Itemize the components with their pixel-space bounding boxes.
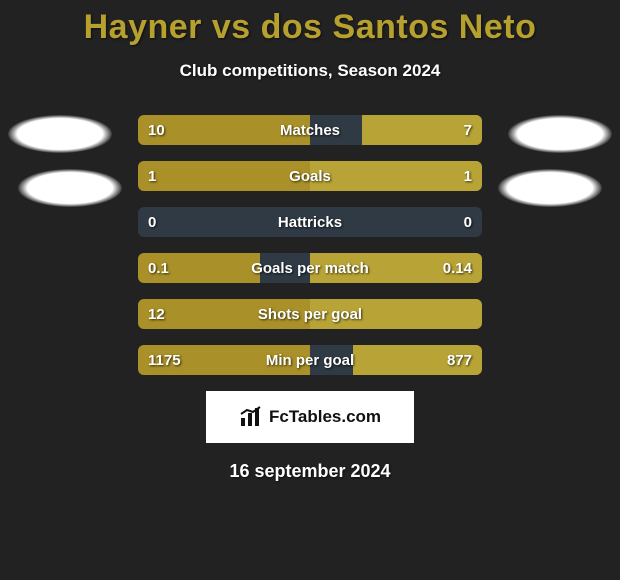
stat-label: Hattricks xyxy=(138,207,482,237)
chart-bars-icon xyxy=(239,405,263,429)
stat-rows: 10Matches71Goals10Hattricks00.1Goals per… xyxy=(138,115,482,375)
player-avatar-right-1 xyxy=(508,115,612,153)
stat-row: 12Shots per goal xyxy=(138,299,482,329)
date-label: 16 september 2024 xyxy=(0,461,620,482)
player-avatar-left-2 xyxy=(18,169,122,207)
value-right: 1 xyxy=(464,161,472,191)
stat-label: Goals per match xyxy=(138,253,482,283)
subtitle: Club competitions, Season 2024 xyxy=(0,61,620,81)
stat-row: 1175Min per goal877 xyxy=(138,345,482,375)
stat-label: Shots per goal xyxy=(138,299,482,329)
logo-text: FcTables.com xyxy=(269,407,381,427)
player-avatar-left-1 xyxy=(8,115,112,153)
player-avatar-right-2 xyxy=(498,169,602,207)
stat-row: 0Hattricks0 xyxy=(138,207,482,237)
fctables-logo: FcTables.com xyxy=(206,391,414,443)
stat-row: 1Goals1 xyxy=(138,161,482,191)
value-right: 7 xyxy=(464,115,472,145)
page-title: Hayner vs dos Santos Neto xyxy=(0,0,620,47)
stat-label: Matches xyxy=(138,115,482,145)
value-right: 0 xyxy=(464,207,472,237)
stat-label: Min per goal xyxy=(138,345,482,375)
stat-row: 10Matches7 xyxy=(138,115,482,145)
stat-row: 0.1Goals per match0.14 xyxy=(138,253,482,283)
comparison-chart: 10Matches71Goals10Hattricks00.1Goals per… xyxy=(0,115,620,482)
stat-label: Goals xyxy=(138,161,482,191)
value-right: 0.14 xyxy=(443,253,472,283)
value-right: 877 xyxy=(447,345,472,375)
